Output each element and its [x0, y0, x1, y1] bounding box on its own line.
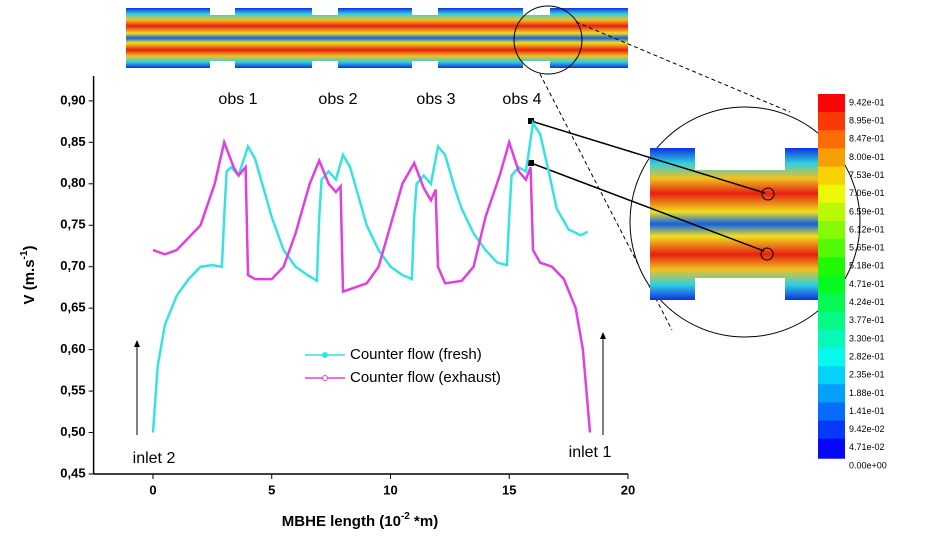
colorbar-label: 4.24e-01 — [849, 297, 885, 307]
colorbar-band — [818, 421, 845, 441]
colorbar-label: 5.18e-01 — [849, 261, 885, 271]
annotation: inlet 2 — [133, 450, 176, 467]
x-tick-label: 10 — [383, 482, 397, 497]
colorbar-label: 7.06e-01 — [849, 188, 885, 198]
x-axis-label-text: MBHE length (10 — [282, 513, 401, 530]
colorbar-band — [818, 221, 845, 241]
legend-label: Counter flow (exhaust) — [350, 369, 501, 386]
colorbar: 9.42e-01 8.95e-01 8.47e-01 8.00e-01 7.53e-01… — [818, 94, 887, 470]
colorbar-band — [818, 185, 845, 205]
inlet-arrowhead — [134, 340, 140, 347]
colorbar-band — [818, 257, 845, 277]
series-line — [153, 142, 590, 432]
colorbar-band — [818, 366, 845, 386]
colorbar-label: 6.59e-01 — [849, 206, 885, 216]
colorbar-label: 0.00e+00 — [849, 460, 887, 470]
colorbar-label: 9.42e-01 — [849, 97, 885, 107]
annotation: obs 2 — [318, 91, 357, 108]
y-tick-label: 0,70 — [60, 258, 85, 273]
legend-label: Counter flow (fresh) — [350, 346, 482, 363]
y-tick-label: 0,50 — [60, 424, 85, 439]
y-tick-label: 0,60 — [60, 341, 85, 356]
y-tick-label: 0,65 — [60, 300, 85, 315]
colorbar-band — [818, 94, 845, 114]
x-tick-label: 20 — [621, 482, 635, 497]
colorbar-band — [818, 239, 845, 259]
colorbar-band — [818, 112, 845, 132]
figure: 9.42e-01 8.95e-01 8.47e-01 8.00e-01 7.53e-01… — [0, 0, 927, 538]
legend-marker — [323, 376, 328, 381]
colorbar-band — [818, 294, 845, 314]
y-tick-label: 0,90 — [60, 92, 85, 107]
x-tick-label: 0 — [149, 482, 156, 497]
y-tick-label: 0,85 — [60, 134, 85, 149]
colorbar-label: 3.77e-01 — [849, 315, 885, 325]
colorbar-band — [818, 203, 845, 223]
plot: 0,45 0,50 0,55 0,60 0,65 0,70 0,75 0,80 0,85 0,90… — [19, 76, 636, 530]
y-axis-label-text: V (m.s — [21, 259, 38, 304]
x-tick-label: 15 — [502, 482, 516, 497]
y-tick-label: 0,75 — [60, 217, 85, 232]
colorbar-band — [818, 275, 845, 295]
legend-marker — [323, 353, 328, 358]
inlet-arrowhead — [600, 332, 606, 339]
annotation: inlet 1 — [569, 444, 612, 461]
colorbar-band — [818, 348, 845, 368]
colorbar-band — [818, 402, 845, 422]
colorbar-label: 3.30e-01 — [849, 333, 885, 343]
colorbar-band — [818, 384, 845, 404]
colorbar-label: 4.71e-02 — [849, 442, 885, 452]
colorbar-label: 5.65e-01 — [849, 243, 885, 253]
colorbar-label: 4.71e-01 — [849, 279, 885, 289]
y-axis-label: V (m.s-1) — [19, 246, 38, 305]
colorbar-label: 2.82e-01 — [849, 351, 885, 361]
colorbar-label: 8.00e-01 — [849, 152, 885, 162]
colorbar-band — [818, 330, 845, 350]
y-tick-label: 0,80 — [60, 175, 85, 190]
colorbar-band — [818, 312, 845, 332]
colorbar-band — [818, 130, 845, 150]
annotation: obs 3 — [416, 91, 455, 108]
y-tick-label: 0,55 — [60, 383, 85, 398]
x-axis-label: MBHE length (10-2 *m) — [282, 511, 438, 530]
zoom-view — [528, 107, 860, 337]
colorbar-label: 1.41e-01 — [849, 406, 885, 416]
colorbar-label: 7.53e-01 — [849, 170, 885, 180]
x-axis-label-end: *m) — [410, 513, 438, 530]
colorbar-label: 8.95e-01 — [849, 116, 885, 126]
colorbar-band — [818, 167, 845, 187]
colorbar-label: 2.35e-01 — [849, 370, 885, 380]
colorbar-label: 8.47e-01 — [849, 134, 885, 144]
y-axis-label-end: ) — [21, 246, 38, 251]
annotation: obs 1 — [218, 91, 257, 108]
annotation: obs 4 — [502, 91, 541, 108]
colorbar-band — [818, 439, 845, 459]
x-tick-label: 5 — [268, 482, 275, 497]
colorbar-label: 9.42e-02 — [849, 424, 885, 434]
colorbar-label: 6.12e-01 — [849, 224, 885, 234]
y-tick-label: 0,45 — [60, 465, 85, 480]
colorbar-band — [818, 148, 845, 168]
page: {"chart_data": {"type": "line", "x_label… — [0, 0, 927, 538]
colorbar-label: 1.88e-01 — [849, 388, 885, 398]
